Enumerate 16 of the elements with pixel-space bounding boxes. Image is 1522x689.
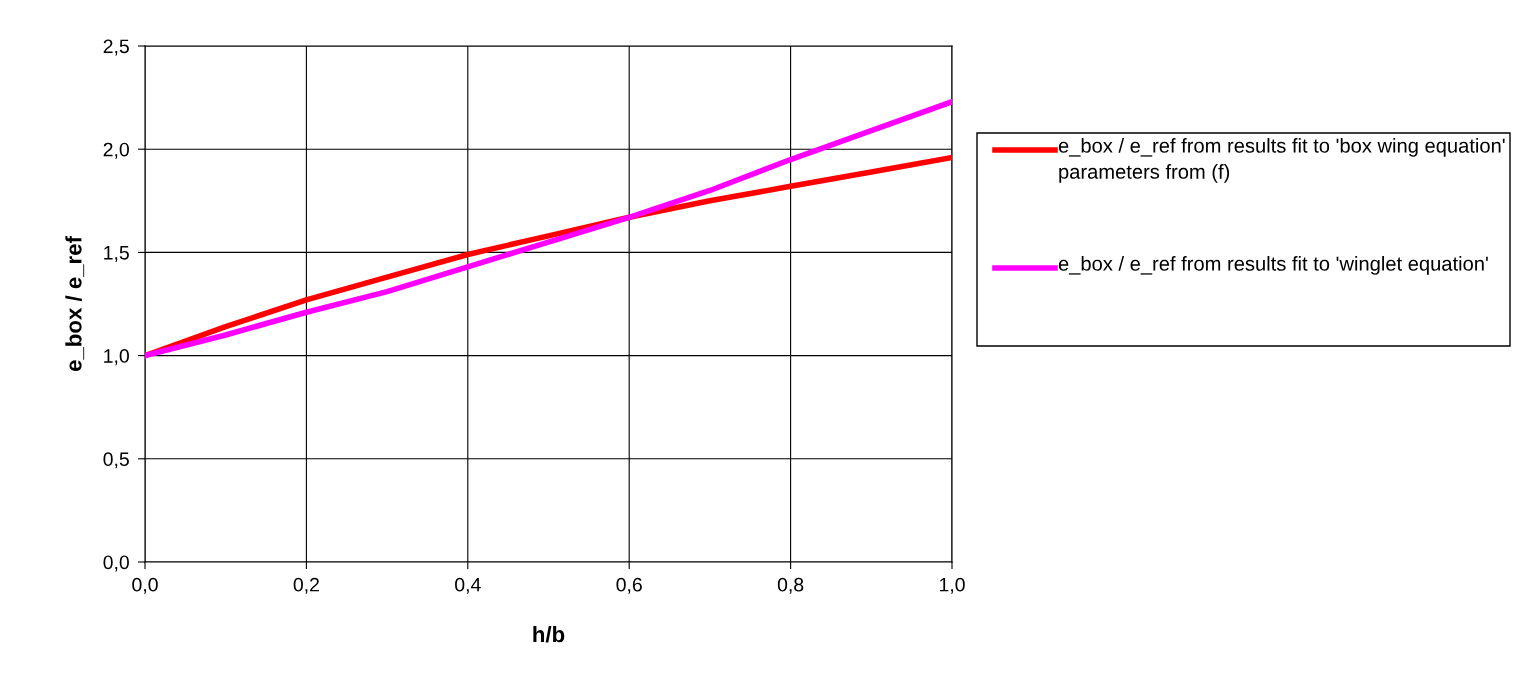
x-tick-label: 0,0: [132, 577, 158, 594]
x-axis-title: h/b: [533, 625, 565, 643]
y-tick-label: 0,0: [103, 555, 129, 572]
y-tick-label: 1,5: [104, 246, 129, 262]
x-tick-label: 1,0: [939, 577, 965, 594]
y-tick-label: 1,0: [104, 349, 129, 366]
x-tick-label: 0,8: [777, 577, 804, 594]
x-tick-label: 0,2: [293, 577, 319, 594]
y-axis-title: e_box / e_ref: [65, 236, 85, 372]
legend-label: e_box / e_ref from results fit to 'box wing equation' parameters from (f): [1058, 138, 1505, 183]
x-tick-label: 0,6: [616, 577, 642, 594]
y-tick-label: 0,5: [103, 452, 129, 469]
y-tick-label: 2,0: [103, 142, 129, 159]
legend-label: e_box / e_ref from results fit to 'winglet equation': [1058, 256, 1488, 275]
x-tick-label: 0,4: [455, 577, 481, 594]
y-tick-label: 2,5: [103, 39, 129, 56]
